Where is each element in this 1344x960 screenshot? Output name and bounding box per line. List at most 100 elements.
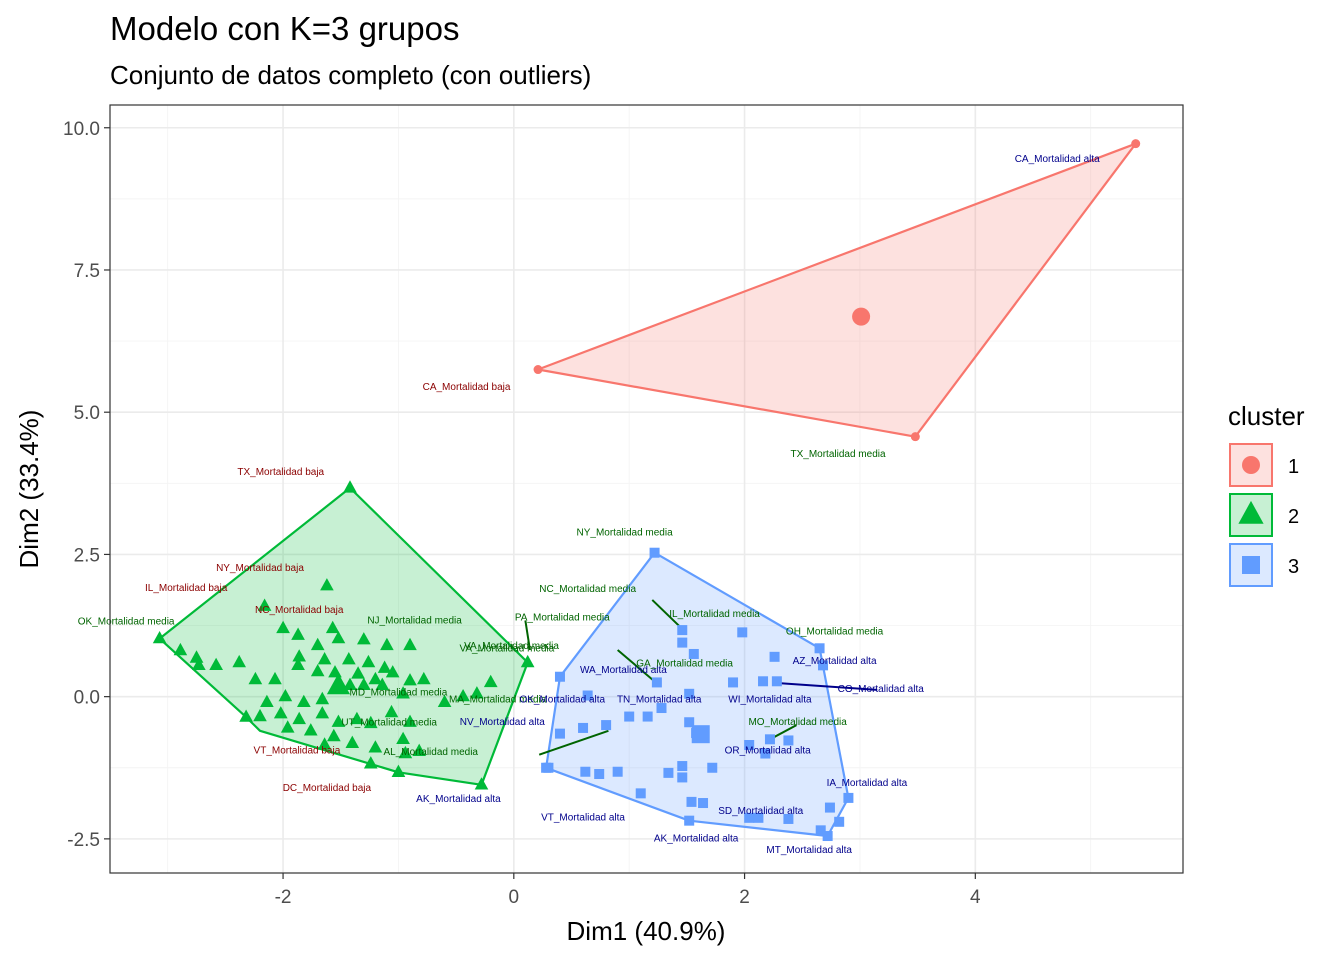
cluster-2-point bbox=[292, 711, 306, 725]
point-label: DC_Mortalidad baja bbox=[283, 783, 372, 794]
cluster-2-point bbox=[310, 664, 325, 677]
point-label: MA_Mortalidad media bbox=[449, 694, 547, 705]
cluster-2-point bbox=[417, 671, 431, 685]
cluster-3-point bbox=[554, 728, 565, 739]
cluster-2-point bbox=[351, 666, 365, 679]
chart-title: Modelo con K=3 grupos bbox=[110, 10, 460, 47]
cluster-2-point bbox=[331, 714, 346, 727]
cluster-1-point bbox=[910, 432, 920, 442]
cluster-2-point bbox=[403, 714, 417, 727]
cluster-2-point bbox=[310, 637, 325, 651]
cluster-3-point bbox=[783, 735, 794, 746]
cluster-3-point bbox=[684, 815, 695, 826]
cluster-2-point bbox=[315, 706, 330, 719]
y-tick-label: 10.0 bbox=[63, 119, 100, 140]
point-label: AL_Mortalidad media bbox=[383, 747, 478, 758]
cluster-2-point bbox=[343, 677, 357, 690]
cluster-2-point bbox=[152, 631, 167, 644]
cluster-2-point bbox=[257, 598, 272, 611]
point-label: NY_Mortalidad baja bbox=[216, 563, 304, 574]
y-tick-label: -2.5 bbox=[67, 830, 100, 851]
cluster-3-point bbox=[764, 734, 775, 745]
legend-label-1: 1 bbox=[1288, 456, 1299, 478]
cluster-2-point bbox=[317, 737, 332, 750]
cluster-3-hull bbox=[544, 551, 850, 838]
cluster-2-point bbox=[357, 677, 371, 690]
cluster-2-point bbox=[343, 480, 357, 493]
cluster-3-point bbox=[582, 690, 593, 701]
cluster-2-point bbox=[331, 631, 346, 644]
cluster-3-point bbox=[686, 796, 697, 807]
cluster-1-hull bbox=[536, 142, 1137, 438]
point-label: AK_Mortalidad alta bbox=[654, 834, 739, 845]
cluster-2-point bbox=[315, 691, 330, 705]
cluster-2-point bbox=[403, 637, 417, 651]
cluster-2-point bbox=[273, 706, 288, 719]
cluster-2-point bbox=[268, 671, 282, 685]
cluster-2-point bbox=[248, 671, 263, 685]
cluster-3-point bbox=[554, 671, 565, 682]
cluster-2-point bbox=[377, 660, 392, 673]
cluster-2-point bbox=[317, 652, 332, 665]
cluster-3-point bbox=[624, 711, 635, 722]
cluster-2-point bbox=[361, 654, 376, 668]
y-tick-label: 5.0 bbox=[74, 403, 100, 424]
cluster-2-point bbox=[276, 620, 290, 634]
cluster-2-point bbox=[357, 632, 371, 645]
cluster-3-point bbox=[635, 788, 646, 799]
cluster-3-point bbox=[753, 812, 764, 823]
cluster-2-point bbox=[291, 657, 305, 670]
cluster-2-point bbox=[363, 715, 378, 729]
cluster-3-point bbox=[684, 688, 695, 699]
point-label: VA_Mortalidad media bbox=[459, 644, 554, 655]
point-label: VA_Mortalidad media bbox=[464, 641, 559, 652]
cluster-2-centroid bbox=[326, 673, 350, 695]
y-tick-label: 2.5 bbox=[74, 545, 100, 566]
cluster-2-point bbox=[173, 642, 188, 656]
point-label: NC_Mortalidad media bbox=[539, 584, 636, 595]
cluster-3-point bbox=[578, 722, 589, 733]
y-tick-label: 7.5 bbox=[74, 261, 100, 282]
cluster-1-point bbox=[533, 365, 543, 375]
cluster-3-point bbox=[677, 772, 688, 783]
legend-title: cluster bbox=[1228, 401, 1305, 431]
cluster-3-point bbox=[612, 766, 623, 777]
cluster-3-centroid bbox=[691, 725, 710, 744]
cluster-2-point bbox=[368, 740, 383, 753]
y-axis-label: Dim2 (33.4%) bbox=[14, 410, 44, 569]
cluster-2-point bbox=[363, 756, 378, 769]
cluster-2-point bbox=[483, 674, 498, 688]
cluster-2-point bbox=[368, 671, 383, 685]
cluster-2-point bbox=[375, 677, 390, 690]
y-axis: -2.5 0.0 2.5 5.0 7.5 10.0 bbox=[63, 119, 110, 851]
plot-panel bbox=[110, 105, 1183, 873]
cluster-3-point bbox=[760, 748, 771, 759]
cluster-2-point bbox=[520, 654, 535, 668]
point-labels: CA_Mortalidad alta CA_Mortalidad baja TX_M… bbox=[78, 154, 1100, 856]
point-label: OK_Mortalidad alta bbox=[519, 694, 605, 705]
point-label: PA_Mortalidad media bbox=[515, 612, 610, 623]
legend-marker-1 bbox=[1242, 456, 1260, 474]
point-label: IL_Mortalidad media bbox=[669, 609, 760, 620]
cluster-3-point bbox=[818, 660, 829, 671]
x-tick-label: -2 bbox=[275, 887, 292, 908]
cluster-2-point bbox=[396, 686, 410, 699]
cluster-2-point bbox=[396, 731, 410, 744]
cluster-2-point bbox=[384, 704, 399, 718]
cluster-2-point bbox=[297, 694, 311, 707]
cluster-2-point bbox=[342, 652, 356, 665]
cluster-2-point bbox=[325, 620, 340, 634]
cluster-1-point bbox=[1131, 139, 1141, 149]
cluster-2-point bbox=[412, 743, 426, 756]
cluster-2-point bbox=[380, 637, 394, 651]
point-label: UT_Mortalidad media bbox=[341, 718, 437, 729]
x-tick-label: 0 bbox=[509, 887, 520, 908]
point-label: MT_Mortalidad alta bbox=[766, 845, 852, 856]
cluster-3-point bbox=[642, 711, 653, 722]
cluster-2-point bbox=[350, 711, 364, 725]
cluster-2-point bbox=[253, 708, 267, 722]
point-label: TN_Mortalidad alta bbox=[617, 694, 702, 705]
label-connectors bbox=[524, 599, 878, 756]
cluster-2-point bbox=[232, 654, 246, 668]
legend: cluster 1 2 3 bbox=[1228, 401, 1305, 587]
